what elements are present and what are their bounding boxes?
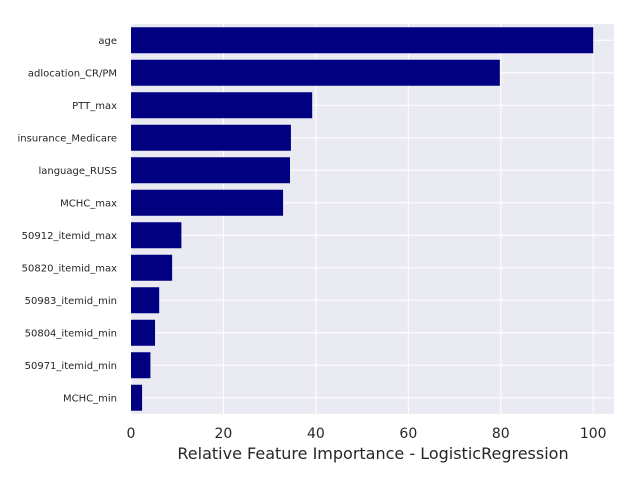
category-label: PTT_max bbox=[72, 101, 117, 112]
bar bbox=[131, 157, 290, 184]
x-tick-label: 0 bbox=[127, 426, 136, 442]
x-tick-label: 100 bbox=[580, 426, 607, 442]
bar bbox=[131, 352, 151, 379]
x-tick-label: 40 bbox=[307, 426, 325, 442]
bars bbox=[131, 27, 594, 411]
bar bbox=[131, 319, 156, 346]
category-label: language_RUSS bbox=[38, 166, 117, 177]
category-label: 50804_itemid_min bbox=[25, 328, 117, 339]
category-label: 50912_itemid_max bbox=[22, 231, 117, 242]
bar bbox=[131, 27, 594, 54]
category-label: adlocation_CR/PM bbox=[28, 68, 117, 79]
x-tick-label: 60 bbox=[399, 426, 417, 442]
bar bbox=[131, 124, 291, 151]
bar bbox=[131, 384, 143, 411]
plot-area bbox=[131, 24, 614, 414]
bar bbox=[131, 92, 313, 119]
category-label: 50820_itemid_max bbox=[22, 263, 117, 274]
category-label: MCHC_max bbox=[60, 198, 117, 209]
x-tick-label: 80 bbox=[492, 426, 510, 442]
category-label: MCHC_min bbox=[63, 393, 117, 404]
category-label: 50983_itemid_min bbox=[25, 296, 117, 307]
x-axis-title: Relative Feature Importance - LogisticRe… bbox=[177, 444, 568, 463]
bar bbox=[131, 287, 160, 314]
x-tick-label: 20 bbox=[215, 426, 233, 442]
category-label: insurance_Medicare bbox=[18, 133, 117, 144]
x-tick-labels: 0 20 40 60 80 100 bbox=[127, 426, 607, 442]
bar bbox=[131, 254, 173, 281]
bar bbox=[131, 59, 500, 86]
bar bbox=[131, 189, 284, 216]
category-labels: age adlocation_CR/PM PTT_max insurance_Medi… bbox=[18, 36, 118, 405]
category-label: 50971_itemid_min bbox=[25, 361, 117, 372]
bar bbox=[131, 222, 182, 249]
category-label: age bbox=[98, 36, 117, 47]
